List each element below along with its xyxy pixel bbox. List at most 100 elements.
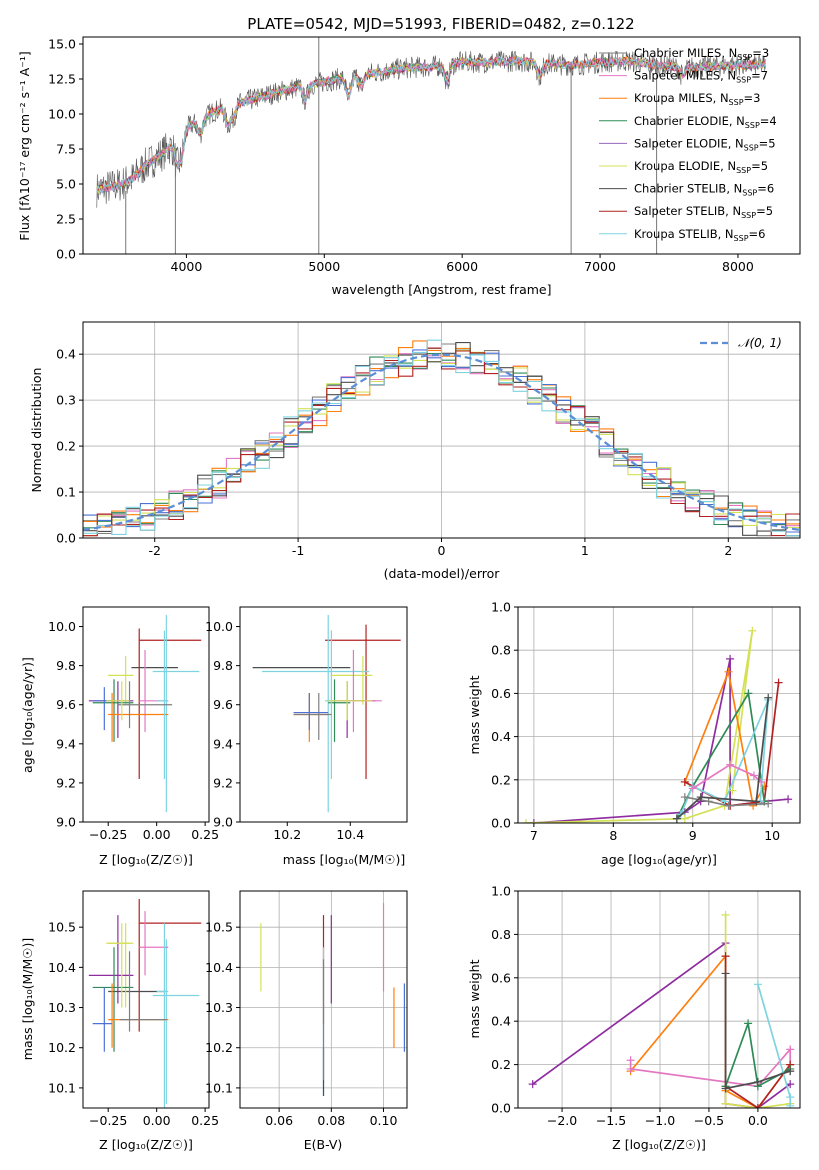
y-axis-label: mass weight <box>467 675 482 754</box>
x-axis-label: age [log₁₀(age/yr)] <box>601 852 717 867</box>
mass-weight-line <box>684 796 769 807</box>
axes-frame <box>239 606 408 823</box>
x-tick-label: -2 <box>148 543 160 558</box>
legend-entry: Kroupa ELODIE, NSSP=5 <box>634 159 768 175</box>
axes-frame <box>517 890 801 1109</box>
y-tick-label: 10.3 <box>205 1000 233 1015</box>
y-tick-label: 10.3 <box>48 1000 76 1015</box>
panel-spectrum: 4000 5000 6000 7000 8000 0.0 2.5 5.0 7.5 10.0 12.5… <box>17 36 801 297</box>
legend-entry: Chabrier MILES, NSSP=3 <box>634 46 769 62</box>
y-tick-label: 9.6 <box>213 697 233 712</box>
x-tick-label: 0.25 <box>191 827 219 842</box>
plot-content <box>528 910 795 1108</box>
x-tick-label: 7 <box>530 828 538 843</box>
y-tick-label: 9.0 <box>213 815 233 830</box>
y-tick-label: 10.2 <box>48 1040 76 1055</box>
y-tick-label: 0.2 <box>491 772 511 787</box>
plot-content <box>88 899 202 1108</box>
legend-value: =6 <box>757 182 774 196</box>
mass-weight-marker <box>753 1077 762 1086</box>
y-tick-label: 10.0 <box>48 107 76 122</box>
x-axis-label: Z [log₁₀(Z/Z☉)] <box>99 852 193 867</box>
mass-weight-marker <box>786 1080 795 1089</box>
mass-weight-marker <box>626 1064 635 1073</box>
legend-subscript: SSP <box>736 76 751 85</box>
x-axis-label: Z [log₁₀(Z/Z☉)] <box>612 1137 706 1152</box>
panel-mass_weight_vs_Z: −2.0 −1.5 −1.0 −0.5 0.0 0.0 0.2 0.4 0.6 0.8 1.0 mas… <box>467 884 801 1152</box>
legend-value: =5 <box>759 136 776 150</box>
mass-weight-marker <box>774 678 783 687</box>
x-tick-label: 0 <box>438 543 446 558</box>
x-axis-label: wavelength [Angstrom, rest frame] <box>331 282 551 297</box>
y-tick-label: 0.4 <box>56 347 76 362</box>
y-axis-label: age [log₁₀(age/yr)] <box>20 657 35 773</box>
y-axis-label: Normed distribution <box>29 368 44 493</box>
x-tick-label: 5000 <box>308 259 340 274</box>
mass-weight-marker <box>764 693 773 702</box>
panel-mass_vs_ebv: 0.06 0.08 0.10 10.1 10.2 10.3 10.4 10.5 E(B-V) <box>205 890 408 1152</box>
x-tick-label: 0.0 <box>748 1113 768 1128</box>
y-tick-label: 9.4 <box>213 736 233 751</box>
y-tick-label: 0.4 <box>491 1014 511 1029</box>
mass-weight-marker <box>726 760 735 769</box>
y-tick-label: 10.1 <box>48 1080 76 1095</box>
mass-weight-marker <box>680 777 689 786</box>
mass-weight-marker <box>528 1080 537 1089</box>
mass-weight-line <box>676 690 766 820</box>
legend-value: =7 <box>751 69 768 83</box>
mass-weight-marker <box>721 910 730 919</box>
figure-layer: 4000 5000 6000 7000 80000.02.55.07.510.012.5… <box>17 36 801 1152</box>
mass-weight-marker <box>724 801 733 810</box>
y-tick-label: 0.6 <box>491 686 511 701</box>
x-tick-label: −2.0 <box>547 1113 577 1128</box>
x-tick-label: 1 <box>581 543 589 558</box>
spectrum-model-line <box>96 55 766 194</box>
legend-entry: Chabrier ELODIE, NSSP=4 <box>634 114 777 130</box>
y-tick-label: 0.0 <box>491 816 511 831</box>
panel-age_vs_mass: 10.2 10.4 9.0 9.2 9.4 9.6 9.8 10.0 mass [log₁₀(M… <box>205 606 408 867</box>
mass-weight-line <box>724 973 791 1090</box>
legend-entry: Kroupa MILES, NSSP=3 <box>634 91 760 107</box>
y-tick-label: 9.8 <box>213 658 233 673</box>
mass-weight-marker <box>786 1101 795 1108</box>
mass-weight-marker <box>721 1099 730 1108</box>
y-tick-label: 1.0 <box>491 884 511 899</box>
normal-curve <box>83 353 800 531</box>
mass-weight-marker <box>786 1093 795 1102</box>
mass-weight-marker <box>721 1084 730 1093</box>
legend-entry: Salpeter MILES, NSSP=7 <box>634 69 768 85</box>
axes-frame <box>239 890 408 1109</box>
plot-content <box>260 903 405 1096</box>
x-tick-label: −1.0 <box>645 1113 675 1128</box>
legend-subscript: SSP <box>729 98 744 107</box>
figure-title: PLATE=0542, MJD=51993, FIBERID=0482, z=0… <box>247 15 634 33</box>
y-tick-label: 0.0 <box>491 1101 511 1116</box>
x-axis-label: mass [log₁₀(M/M☉)] <box>283 852 405 867</box>
legend-entry: Salpeter ELODIE, NSSP=5 <box>634 136 776 152</box>
x-tick-label: 0.25 <box>191 1113 219 1128</box>
mass-weight-marker <box>752 797 761 806</box>
mass-weight-marker <box>786 1067 795 1076</box>
panel-mass_weight_vs_age: 7 8 9 10 0.0 0.2 0.4 0.6 0.8 1.0 mass weight age [l… <box>467 600 801 867</box>
x-tick-label: 4000 <box>171 259 203 274</box>
x-tick-label: −0.5 <box>694 1113 724 1128</box>
y-tick-label: 9.8 <box>56 658 76 673</box>
legend-value: =5 <box>751 159 768 173</box>
y-tick-label: 1.0 <box>491 600 511 615</box>
y-axis-label: mass weight <box>467 959 482 1038</box>
mass-weight-marker <box>704 797 713 806</box>
mass-weight-marker <box>696 793 705 802</box>
x-tick-label: 0.00 <box>143 827 171 842</box>
legend-value: =3 <box>744 91 761 105</box>
mass-weight-marker <box>726 654 735 663</box>
mass-weight-marker <box>680 814 689 823</box>
legend-subscript: SSP <box>745 121 760 130</box>
legend-subscript: SSP <box>741 211 756 220</box>
legend-subscript: SSP <box>742 189 757 198</box>
y-tick-label: 0.1 <box>56 485 76 500</box>
mass-weight-marker <box>724 667 733 676</box>
mass-weight-line <box>676 697 770 820</box>
x-tick-label: 10.2 <box>273 827 301 842</box>
y-tick-label: 10.0 <box>48 619 76 634</box>
